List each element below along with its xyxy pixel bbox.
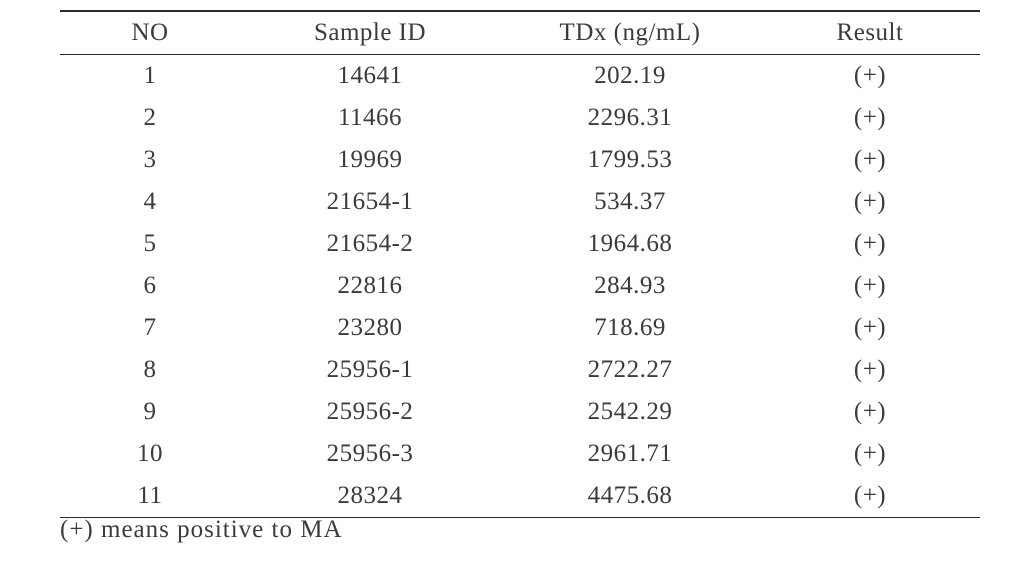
cell-result: (+) — [760, 307, 980, 349]
table-row: 2 11466 2296.31 (+) — [60, 97, 980, 139]
table-row: 4 21654-1 534.37 (+) — [60, 181, 980, 223]
cell-result: (+) — [760, 349, 980, 391]
cell-no: 7 — [60, 307, 240, 349]
table-row: 5 21654-2 1964.68 (+) — [60, 223, 980, 265]
col-header-result: Result — [760, 11, 980, 55]
cell-tdx: 2542.29 — [500, 391, 760, 433]
table-row: 11 28324 4475.68 (+) — [60, 475, 980, 518]
cell-result: (+) — [760, 97, 980, 139]
cell-sampleid: 11466 — [240, 97, 500, 139]
cell-result: (+) — [760, 433, 980, 475]
cell-no: 11 — [60, 475, 240, 518]
table-head: NO Sample ID TDx (ng/mL) Result — [60, 11, 980, 55]
cell-tdx: 1799.53 — [500, 139, 760, 181]
table-row: 1 14641 202.19 (+) — [60, 55, 980, 98]
cell-tdx: 4475.68 — [500, 475, 760, 518]
cell-sampleid: 28324 — [240, 475, 500, 518]
cell-tdx: 2296.31 — [500, 97, 760, 139]
cell-no: 10 — [60, 433, 240, 475]
cell-sampleid: 14641 — [240, 55, 500, 98]
cell-result: (+) — [760, 139, 980, 181]
cell-no: 6 — [60, 265, 240, 307]
cell-no: 1 — [60, 55, 240, 98]
table-body: 1 14641 202.19 (+) 2 11466 2296.31 (+) 3… — [60, 55, 980, 518]
table-row: 6 22816 284.93 (+) — [60, 265, 980, 307]
table-row: 9 25956-2 2542.29 (+) — [60, 391, 980, 433]
cell-tdx: 1964.68 — [500, 223, 760, 265]
cell-sampleid: 21654-2 — [240, 223, 500, 265]
cell-tdx: 534.37 — [500, 181, 760, 223]
cell-no: 4 — [60, 181, 240, 223]
cell-no: 9 — [60, 391, 240, 433]
col-header-no: NO — [60, 11, 240, 55]
cell-result: (+) — [760, 181, 980, 223]
table-row: 10 25956-3 2961.71 (+) — [60, 433, 980, 475]
cell-sampleid: 19969 — [240, 139, 500, 181]
cell-sampleid: 23280 — [240, 307, 500, 349]
cell-sampleid: 25956-1 — [240, 349, 500, 391]
cell-tdx: 2722.27 — [500, 349, 760, 391]
cell-no: 8 — [60, 349, 240, 391]
cell-tdx: 202.19 — [500, 55, 760, 98]
cell-tdx: 284.93 — [500, 265, 760, 307]
cell-tdx: 2961.71 — [500, 433, 760, 475]
samples-table: NO Sample ID TDx (ng/mL) Result 1 14641 … — [60, 10, 980, 518]
cell-sampleid: 21654-1 — [240, 181, 500, 223]
cell-sampleid: 22816 — [240, 265, 500, 307]
cell-result: (+) — [760, 265, 980, 307]
table-row: 7 23280 718.69 (+) — [60, 307, 980, 349]
cell-sampleid: 25956-3 — [240, 433, 500, 475]
cell-tdx: 718.69 — [500, 307, 760, 349]
table-row: 8 25956-1 2722.27 (+) — [60, 349, 980, 391]
cell-no: 3 — [60, 139, 240, 181]
footnote-text: (+) means positive to MA — [60, 516, 343, 544]
col-header-tdx: TDx (ng/mL) — [500, 11, 760, 55]
cell-no: 2 — [60, 97, 240, 139]
cell-result: (+) — [760, 391, 980, 433]
header-row: NO Sample ID TDx (ng/mL) Result — [60, 11, 980, 55]
cell-no: 5 — [60, 223, 240, 265]
cell-result: (+) — [760, 475, 980, 518]
page-root: NO Sample ID TDx (ng/mL) Result 1 14641 … — [0, 0, 1033, 562]
col-header-sampleid: Sample ID — [240, 11, 500, 55]
table-row: 3 19969 1799.53 (+) — [60, 139, 980, 181]
cell-result: (+) — [760, 223, 980, 265]
cell-result: (+) — [760, 55, 980, 98]
cell-sampleid: 25956-2 — [240, 391, 500, 433]
